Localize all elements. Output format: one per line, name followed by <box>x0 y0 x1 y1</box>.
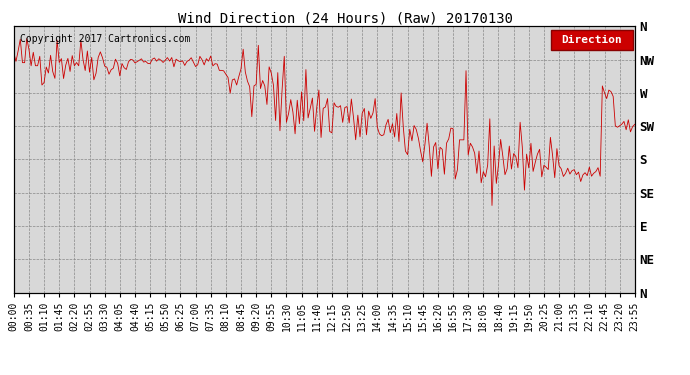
FancyBboxPatch shape <box>551 30 633 50</box>
Text: Copyright 2017 Cartronics.com: Copyright 2017 Cartronics.com <box>20 34 190 44</box>
Text: Direction: Direction <box>562 35 622 45</box>
Text: Wind Direction (24 Hours) (Raw) 20170130: Wind Direction (24 Hours) (Raw) 20170130 <box>177 11 513 25</box>
